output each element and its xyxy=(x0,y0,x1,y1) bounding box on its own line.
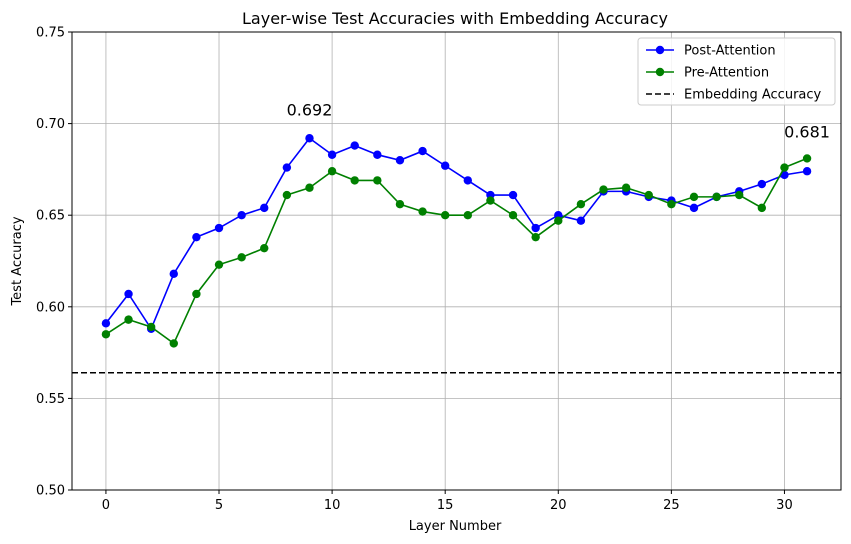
pre-attention-point xyxy=(192,289,201,299)
post-attention-point xyxy=(350,141,359,150)
y-tick-label: 0.50 xyxy=(36,484,65,499)
pre-attention-point xyxy=(599,185,608,194)
x-tick-label: 5 xyxy=(215,498,223,513)
pre-attention-point xyxy=(486,196,495,205)
post-attention-point xyxy=(440,161,450,170)
pre-attention-point xyxy=(327,167,337,176)
post-attention-series xyxy=(101,134,812,333)
post-attention-point xyxy=(124,289,133,299)
pre-attention-point xyxy=(260,243,269,253)
post-attention-point xyxy=(214,223,224,233)
pre-attention-point xyxy=(712,192,721,202)
y-tick-label: 0.60 xyxy=(36,300,65,315)
x-axis-label: Layer Number xyxy=(409,519,502,534)
pre-attention-point xyxy=(101,330,111,339)
legend-pre-attention-label: Pre-Attention xyxy=(684,66,769,81)
pre-attention-point xyxy=(554,216,563,225)
pre-attention-point xyxy=(667,200,676,209)
pre-attention-point xyxy=(146,322,156,332)
series-group xyxy=(101,134,812,348)
post-attention-point xyxy=(531,223,540,233)
y-axis-label: Test Accuracy xyxy=(10,216,25,306)
post-attention-line xyxy=(105,137,808,331)
pre-attention-point xyxy=(282,190,292,200)
pre-attention-point xyxy=(757,203,767,213)
annotation-label: 0.692 xyxy=(287,100,333,119)
pre-attention-point xyxy=(395,200,405,209)
x-tick-label: 15 xyxy=(437,498,454,513)
legend-box xyxy=(637,37,836,106)
pre-attention-point xyxy=(689,192,699,202)
chart-title: Layer-wise Test Accuracies with Embeddin… xyxy=(242,9,668,28)
post-attention-point xyxy=(192,232,201,242)
post-attention-point xyxy=(418,146,427,156)
pre-attention-point xyxy=(214,260,224,269)
y-tick-label: 0.70 xyxy=(36,117,65,132)
post-attention-point xyxy=(169,269,178,279)
pre-attention-point xyxy=(124,315,133,324)
x-tick-label: 25 xyxy=(663,498,680,513)
annotation-label: 0.681 xyxy=(784,122,830,141)
pre-attention-series xyxy=(101,154,812,348)
pre-attention-point xyxy=(305,183,314,192)
post-attention-point xyxy=(327,150,337,159)
pre-attention-point xyxy=(418,207,427,216)
pre-attention-point xyxy=(621,183,631,192)
axis-ticks: 0 5 10 15 20 25 30 0.50 0.55 0.60 0.65 0.70 0.75 xyxy=(36,26,793,514)
post-attention-point xyxy=(508,190,518,200)
x-tick-label: 20 xyxy=(550,498,567,513)
post-attention-point xyxy=(305,134,314,143)
post-attention-point xyxy=(395,156,405,165)
post-attention-point xyxy=(757,179,767,189)
pre-attention-point xyxy=(350,176,359,185)
legend-post-attention-marker xyxy=(655,45,665,55)
pre-attention-point xyxy=(463,211,473,220)
pre-attention-point xyxy=(802,154,812,163)
pre-attention-point xyxy=(531,232,540,242)
post-attention-point xyxy=(463,176,473,185)
y-tick-label: 0.55 xyxy=(36,392,65,407)
legend-post-attention-label: Post-Attention xyxy=(684,44,776,59)
y-tick-label: 0.65 xyxy=(36,209,65,224)
annotations: 0.692 0.681 xyxy=(287,100,830,141)
pre-attention-point xyxy=(508,211,518,220)
legend: Post-Attention Pre-Attention Embedding Acc… xyxy=(637,37,836,106)
plot-frame xyxy=(71,31,842,491)
pre-attention-point xyxy=(237,253,246,262)
post-attention-point xyxy=(260,203,269,213)
pre-attention-point xyxy=(373,176,382,185)
post-attention-point xyxy=(282,163,292,172)
post-attention-point xyxy=(237,211,246,220)
legend-embedding-accuracy-label: Embedding Accuracy xyxy=(684,88,822,103)
x-tick-label: 0 xyxy=(102,498,110,513)
pre-attention-point xyxy=(169,339,178,348)
x-tick-label: 30 xyxy=(776,498,793,513)
x-tick-label: 10 xyxy=(324,498,341,513)
pre-attention-point xyxy=(735,190,744,200)
post-attention-point xyxy=(576,216,586,225)
pre-attention-line xyxy=(105,157,808,345)
post-attention-point xyxy=(101,319,111,328)
legend-pre-attention-marker xyxy=(655,67,665,77)
pre-attention-point xyxy=(440,211,450,220)
pre-attention-point xyxy=(644,190,653,200)
pre-attention-point xyxy=(780,163,789,172)
post-attention-point xyxy=(689,203,699,213)
post-attention-point xyxy=(802,167,812,176)
pre-attention-point xyxy=(576,200,586,209)
y-tick-label: 0.75 xyxy=(36,26,65,41)
post-attention-point xyxy=(373,150,382,159)
